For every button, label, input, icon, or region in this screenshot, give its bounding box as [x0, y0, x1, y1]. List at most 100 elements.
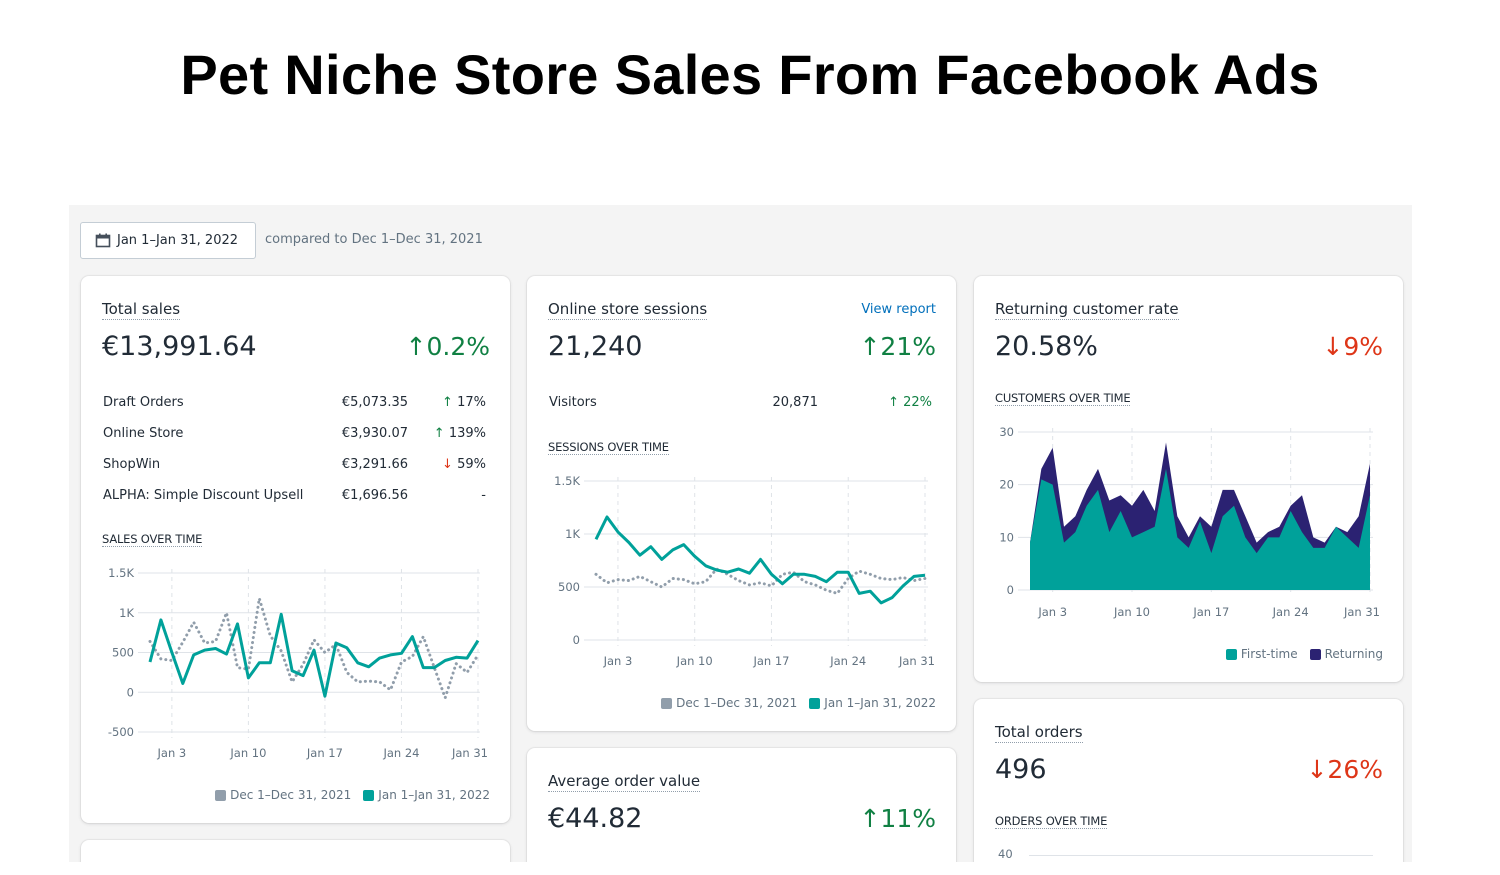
first-time-area	[1030, 468, 1370, 590]
y-tick-label: 500	[112, 646, 134, 660]
orders-gridline	[1029, 855, 1373, 856]
row-change: 139%	[448, 426, 486, 441]
orders-y-tick: 40	[998, 847, 1013, 861]
series-line-0	[594, 567, 927, 596]
x-tick-label: Jan 24	[1272, 605, 1309, 619]
x-tick-label: Jan 3	[1037, 605, 1067, 619]
row-value: €5,073.35	[341, 395, 408, 410]
total-sales-value: €13,991.64	[102, 331, 257, 362]
breakdown-row: Draft Orders €5,073.35 ↑ 17%	[103, 395, 486, 413]
y-tick-label: 1K	[119, 606, 134, 620]
orders-chart-title[interactable]: ORDERS OVER TIME	[995, 814, 1108, 829]
row-change: -	[481, 488, 486, 503]
x-tick-label: Jan 24	[829, 654, 866, 668]
row-value: €3,291.66	[341, 457, 408, 472]
row-change: 17%	[457, 395, 486, 410]
y-tick-label: -500	[108, 725, 134, 739]
row-change: ↑ 22%	[888, 395, 932, 410]
breakdown-row: ALPHA: Simple Discount Upsell €1,696.56 -	[103, 488, 486, 506]
series-line-1	[148, 612, 480, 698]
arrow-up-icon: ↑	[442, 395, 453, 410]
breakdown-row: Online Store €3,930.07 ↑ 139%	[103, 426, 486, 444]
row-label: ShopWin	[103, 457, 161, 472]
legend-swatch	[1309, 648, 1321, 660]
aov-title[interactable]: Average order value	[548, 772, 701, 792]
series-line-0	[148, 597, 480, 703]
y-tick-label: 1.5K	[554, 474, 580, 488]
visitors-row: Visitors 20,871 ↑ 22%	[549, 395, 932, 413]
orders-change: ↓26%	[1306, 755, 1383, 784]
customers-over-time-chart: 30 20 10 0 Jan 3 Jan 10 Jan 17 Jan 24 Jan 31	[999, 425, 1380, 619]
customers-chart-title[interactable]: CUSTOMERS OVER TIME	[995, 391, 1131, 406]
date-range-button[interactable]: Jan 1–Jan 31, 2022	[80, 222, 256, 259]
sales-legend: Dec 1–Dec 31, 2021 Jan 1–Jan 31, 2022	[207, 788, 490, 802]
returning-change: ↓9%	[1322, 332, 1383, 361]
view-report-link[interactable]: View report	[861, 302, 936, 317]
row-label: Visitors	[549, 395, 597, 410]
arrow-up-icon: ↑	[433, 426, 445, 441]
x-tick-label: Jan 3	[157, 746, 187, 760]
legend-label: Jan 1–Jan 31, 2022	[824, 696, 936, 710]
legend-label: Jan 1–Jan 31, 2022	[378, 788, 490, 802]
x-tick-label: Jan 3	[603, 654, 633, 668]
sales-chart-title[interactable]: SALES OVER TIME	[102, 532, 203, 547]
total-sales-title[interactable]: Total sales	[102, 300, 181, 320]
legend-swatch	[1225, 648, 1237, 660]
legend-label: Returning	[1324, 647, 1383, 661]
customers-legend: First-time Returning	[1218, 647, 1383, 661]
aov-card: Average order value €44.82 ↑11%	[527, 748, 956, 862]
date-range-label: Jan 1–Jan 31, 2022	[117, 233, 239, 248]
orders-value: 496	[995, 754, 1047, 785]
total-orders-card: Total orders 496 ↓26% ORDERS OVER TIME 4…	[974, 699, 1403, 862]
arrow-down-icon: ↓	[442, 457, 453, 472]
x-tick-label: Jan 17	[306, 746, 343, 760]
orders-title[interactable]: Total orders	[995, 723, 1083, 743]
x-tick-label: Jan 24	[382, 746, 419, 760]
sessions-legend: Dec 1–Dec 31, 2021 Jan 1–Jan 31, 2022	[653, 696, 936, 710]
breakdown-row: ShopWin €3,291.66 ↓ 59%	[103, 457, 486, 475]
x-tick-label: Jan 10	[1113, 605, 1150, 619]
y-tick-label: 10	[999, 530, 1014, 544]
row-label: Draft Orders	[103, 395, 184, 410]
x-tick-label: Jan 17	[1192, 605, 1229, 619]
legend-label: Dec 1–Dec 31, 2021	[676, 696, 798, 710]
row-label: ALPHA: Simple Discount Upsell	[103, 488, 304, 503]
next-card	[81, 840, 510, 862]
sessions-change: ↑21%	[859, 332, 936, 361]
x-tick-label: Jan 10	[229, 746, 266, 760]
sessions-card: Online store sessions View report 21,240…	[527, 276, 956, 731]
total-sales-change: ↑0.2%	[405, 332, 490, 361]
legend-swatch	[809, 697, 821, 709]
y-tick-label: 500	[558, 580, 580, 594]
row-value: €1,696.56	[341, 488, 408, 503]
page-title: Pet Niche Store Sales From Facebook Ads	[180, 43, 1320, 106]
legend-swatch	[661, 697, 673, 709]
aov-value: €44.82	[548, 803, 643, 834]
returning-title[interactable]: Returning customer rate	[995, 300, 1179, 320]
row-label: Online Store	[103, 426, 184, 441]
legend-swatch	[215, 789, 227, 801]
returning-value: 20.58%	[995, 331, 1098, 362]
x-tick-label: Jan 10	[676, 654, 713, 668]
sessions-title[interactable]: Online store sessions	[548, 300, 708, 320]
y-tick-label: 0	[573, 633, 580, 647]
y-tick-label: 0	[127, 685, 134, 699]
sessions-over-time-chart: 1.5K 1K 500 0 Jan 3 Jan 10 Jan 17 Jan 24 Jan 31	[554, 474, 935, 668]
row-value: €3,930.07	[341, 426, 408, 441]
x-tick-label: Jan 31	[898, 654, 935, 668]
x-tick-label: Jan 17	[752, 654, 789, 668]
legend-label: Dec 1–Dec 31, 2021	[230, 788, 352, 802]
legend-swatch	[363, 789, 375, 801]
series-line-1	[594, 515, 926, 605]
sessions-chart-title[interactable]: SESSIONS OVER TIME	[548, 440, 669, 455]
x-tick-label: Jan 31	[1343, 605, 1380, 619]
y-tick-label: 0	[1007, 583, 1014, 597]
legend-label: First-time	[1240, 647, 1298, 661]
y-tick-label: 20	[999, 478, 1014, 492]
y-tick-label: 1K	[565, 527, 580, 541]
aov-change: ↑11%	[859, 804, 936, 833]
sales-over-time-chart: 1.5K 1K 500 0 -500 Jan 3 Jan 10 Jan 17 Jan 24 Jan…	[108, 566, 488, 760]
x-tick-label: Jan 31	[451, 746, 488, 760]
y-tick-label: 1.5K	[108, 566, 134, 580]
calendar-icon	[95, 233, 111, 248]
